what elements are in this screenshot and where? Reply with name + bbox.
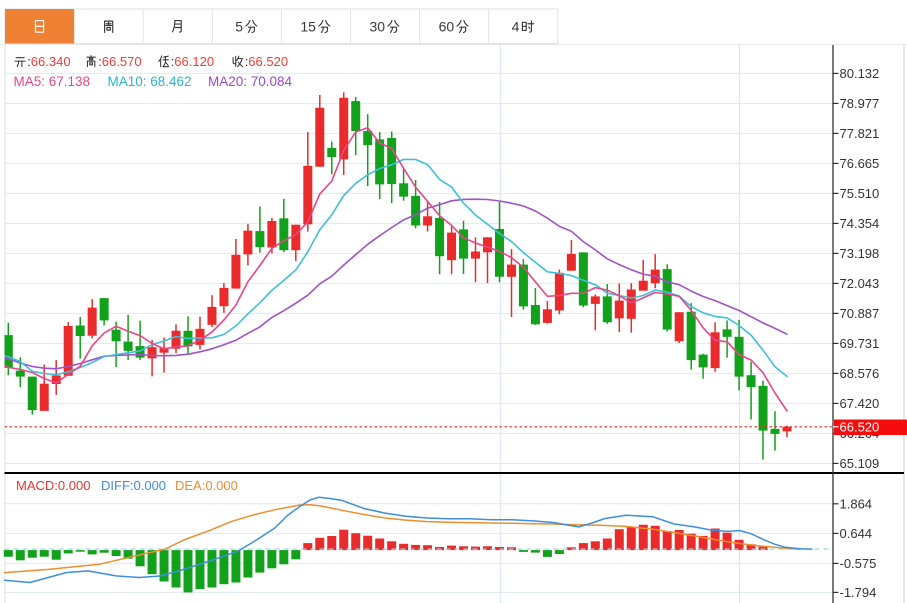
svg-text:-0.575: -0.575 <box>840 556 877 571</box>
svg-text:80.132: 80.132 <box>840 66 880 81</box>
svg-text:4: 4 <box>512 18 520 34</box>
svg-text:MA10: 68.462: MA10: 68.462 <box>108 74 192 89</box>
svg-text:DIFF:0.000: DIFF:0.000 <box>101 478 166 493</box>
svg-text:MA20: 70.084: MA20: 70.084 <box>208 74 293 89</box>
svg-text:74.354: 74.354 <box>840 216 880 231</box>
svg-text:72.043: 72.043 <box>840 276 880 291</box>
svg-text:68.576: 68.576 <box>840 366 880 381</box>
svg-text:70.887: 70.887 <box>840 306 880 321</box>
svg-text:DEA:0.000: DEA:0.000 <box>175 478 238 493</box>
svg-text:69.731: 69.731 <box>840 336 880 351</box>
svg-text::: : <box>27 54 31 69</box>
svg-text:66.570: 66.570 <box>102 54 142 69</box>
svg-text:66.120: 66.120 <box>174 54 214 69</box>
svg-text:77.821: 77.821 <box>840 126 880 141</box>
svg-text:73.198: 73.198 <box>840 246 880 261</box>
svg-text::: : <box>245 54 249 69</box>
svg-text:66.340: 66.340 <box>31 54 71 69</box>
svg-text::: : <box>171 54 175 69</box>
svg-text:76.665: 76.665 <box>840 156 880 171</box>
svg-text:66.520: 66.520 <box>248 54 288 69</box>
svg-text:66.520: 66.520 <box>840 420 880 435</box>
svg-text:65.109: 65.109 <box>840 456 880 471</box>
svg-text:15: 15 <box>300 18 316 34</box>
svg-text:0.644: 0.644 <box>840 526 873 541</box>
svg-text:MACD:0.000: MACD:0.000 <box>16 478 90 493</box>
svg-text:67.420: 67.420 <box>840 396 880 411</box>
svg-text:30: 30 <box>370 18 386 34</box>
svg-text:60: 60 <box>439 18 455 34</box>
svg-text:5: 5 <box>235 18 243 34</box>
svg-text:1.864: 1.864 <box>840 496 873 511</box>
svg-text::: : <box>98 54 102 69</box>
svg-text:MA5: 67.138: MA5: 67.138 <box>14 74 91 89</box>
svg-text:75.510: 75.510 <box>840 186 880 201</box>
svg-text:-1.794: -1.794 <box>840 585 877 600</box>
svg-text:78.977: 78.977 <box>840 96 880 111</box>
